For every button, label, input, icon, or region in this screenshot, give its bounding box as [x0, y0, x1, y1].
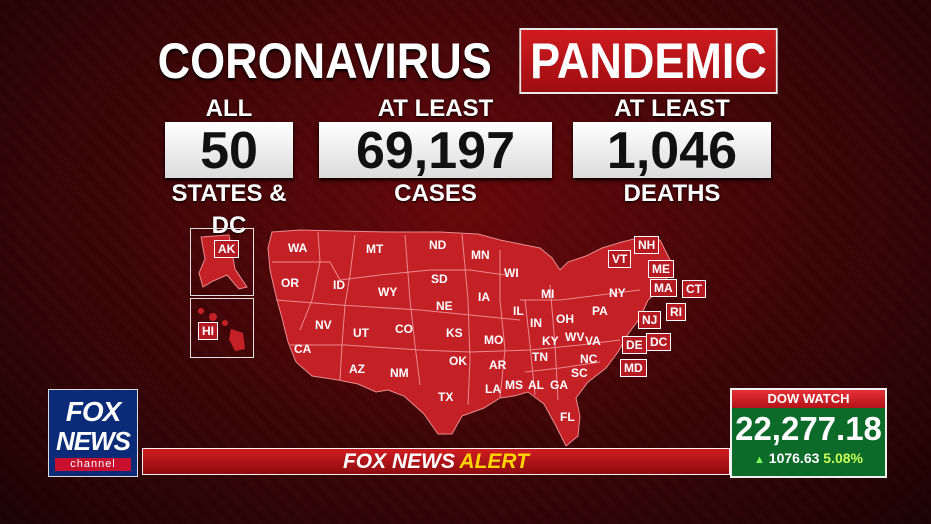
dow-value: 22,277.18: [735, 410, 882, 447]
state-label: ID: [333, 278, 345, 292]
alert-brand: FOX NEWS: [342, 450, 455, 473]
state-label: MN: [471, 248, 490, 262]
fox-news-logo: FOX NEWS channel: [48, 389, 138, 477]
stat-cases-value: 69,197: [319, 122, 552, 180]
state-label: OK: [449, 354, 467, 368]
alaska-inset: [190, 228, 254, 296]
dow-change: 1076.63: [768, 450, 820, 466]
state-label: NY: [609, 286, 626, 300]
state-label: NM: [390, 366, 409, 380]
state-box-label: CT: [682, 280, 706, 298]
state-label: IL: [513, 304, 524, 318]
dow-change-row: ▲ 1076.63 5.08%: [732, 448, 885, 470]
stat-states-top: ALL: [205, 95, 253, 122]
state-box-label: MD: [620, 359, 647, 377]
state-label: AL: [528, 378, 544, 392]
state-label: MT: [366, 242, 384, 256]
state-label: NE: [436, 299, 453, 313]
stat-states-value: 50: [165, 122, 293, 180]
state-label: MO: [484, 333, 504, 347]
stat-deaths: AT LEAST 1,046 DEATHS: [573, 96, 771, 208]
state-label: OR: [281, 276, 299, 290]
state-label: GA: [550, 378, 568, 392]
state-label: TN: [532, 350, 548, 364]
state-label: IN: [530, 316, 542, 330]
state-label: UT: [353, 326, 369, 340]
state-label: WV: [565, 330, 585, 344]
state-box-label: DC: [646, 333, 672, 351]
stat-states: ALL 50 STATES & DC: [165, 95, 293, 239]
state-label: FL: [560, 410, 575, 424]
state-box-label: RI: [666, 303, 686, 321]
headline-part2: PANDEMIC: [519, 28, 778, 94]
state-label: SD: [431, 272, 448, 286]
alaska-shape: [198, 234, 248, 290]
state-box-label: DE: [622, 336, 647, 354]
state-borders: [272, 231, 641, 406]
logo-channel: channel: [55, 458, 131, 471]
state-label: TX: [438, 390, 454, 404]
state-box-label: VT: [608, 250, 632, 268]
fox-news-alert-bar: FOX NEWS ALERT: [142, 448, 730, 475]
stat-deaths-bottom: DEATHS: [623, 180, 721, 207]
state-label: CA: [294, 342, 312, 356]
state-box-label: NJ: [638, 311, 662, 329]
state-label: SC: [571, 366, 588, 380]
state-label: WI: [504, 266, 519, 280]
state-label: LA: [485, 382, 501, 396]
state-label: KS: [446, 326, 463, 340]
state-label: AZ: [349, 362, 365, 376]
logo-fox: FOX: [65, 396, 122, 427]
stat-cases: AT LEAST 69,197 CASES: [319, 96, 552, 208]
state-box-label: HI: [198, 322, 218, 340]
stat-deaths-value: 1,046: [573, 122, 771, 180]
dow-watch: DOW WATCH 22,277.18 ▲ 1076.63 5.08%: [730, 388, 887, 478]
state-label: KY: [542, 334, 559, 348]
state-box-label: ME: [648, 260, 674, 278]
state-box-label: MA: [650, 279, 677, 297]
state-label: WY: [378, 285, 398, 299]
stat-deaths-top: AT LEAST: [614, 95, 730, 122]
headline-part1: CORONAVIRUS: [157, 33, 492, 89]
hawaii-inset: [190, 298, 254, 358]
state-box-label: NH: [634, 236, 660, 254]
logo-news: NEWS: [56, 426, 131, 456]
state-box-label: AK: [214, 240, 240, 258]
dow-header: DOW WATCH: [732, 390, 885, 408]
state-label: MI: [541, 287, 555, 301]
stat-cases-bottom: CASES: [394, 180, 477, 207]
state-label: OH: [556, 312, 574, 326]
alert-word: ALERT: [459, 450, 530, 473]
state-label: NC: [580, 352, 598, 366]
state-label: PA: [592, 304, 608, 318]
state-label: AR: [489, 358, 507, 372]
stat-cases-top: AT LEAST: [377, 95, 494, 122]
state-label: NV: [315, 318, 332, 332]
state-label: CO: [395, 322, 413, 336]
hawaii-shape: [198, 308, 245, 351]
state-label: WA: [288, 241, 308, 255]
headline: CORONAVIRUS PANDEMIC: [0, 28, 931, 94]
state-label: VA: [585, 334, 601, 348]
state-label: IA: [478, 290, 490, 304]
up-arrow-icon: ▲: [754, 454, 765, 466]
state-label: ND: [429, 238, 447, 252]
dow-percent: 5.08%: [823, 450, 863, 466]
state-label: MS: [505, 378, 523, 392]
